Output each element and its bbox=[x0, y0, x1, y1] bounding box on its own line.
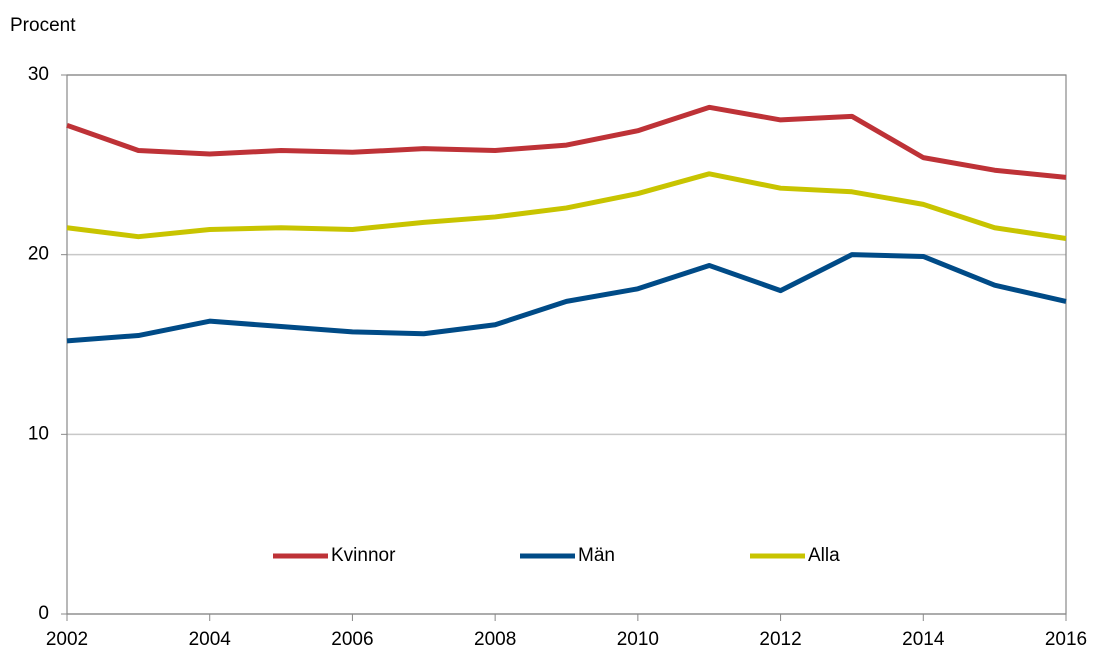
x-tick-label: 2010 bbox=[617, 629, 659, 650]
x-tick-label: 2008 bbox=[474, 629, 516, 650]
x-tick-label: 2016 bbox=[1045, 629, 1087, 650]
y-tick-label: 30 bbox=[28, 64, 49, 85]
y-axis-label: Procent bbox=[10, 15, 76, 36]
y-tick-label: 10 bbox=[28, 423, 49, 444]
line-series bbox=[66, 171, 1067, 241]
legend-label: Män bbox=[578, 545, 615, 566]
line-series bbox=[66, 104, 1067, 180]
x-tick-label: 2002 bbox=[46, 629, 88, 650]
x-tick-label: 2014 bbox=[902, 629, 945, 650]
plot-frame bbox=[66, 74, 1067, 615]
line-series bbox=[66, 252, 1067, 344]
legend-label: Kvinnor bbox=[331, 545, 396, 566]
x-tick-label: 2006 bbox=[331, 629, 373, 650]
x-tick-label: 2004 bbox=[189, 629, 232, 650]
y-tick-label: 20 bbox=[28, 244, 49, 265]
y-tick-label: 0 bbox=[38, 603, 49, 624]
x-tick-label: 2012 bbox=[759, 629, 801, 650]
legend-label: Alla bbox=[808, 545, 840, 566]
